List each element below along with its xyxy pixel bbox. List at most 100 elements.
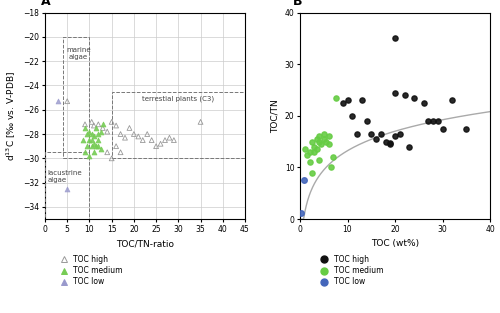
- Point: [83, 131, 91, 136]
- Point: [79, 138, 87, 143]
- Point: [103, 129, 111, 134]
- Point: [99, 122, 107, 127]
- Point: [88, 119, 96, 124]
- Point: [108, 119, 116, 124]
- Point: [166, 135, 173, 140]
- Bar: [45, 152, 90, 219]
- Point: [324, 142, 332, 147]
- Point: [434, 119, 442, 124]
- Point: [420, 100, 428, 105]
- Point: [320, 131, 328, 136]
- Point: [320, 136, 328, 141]
- Point: [96, 146, 104, 151]
- Point: [315, 134, 323, 139]
- Point: [108, 156, 116, 161]
- Point: [94, 144, 102, 149]
- Text: marine
algae: marine algae: [66, 47, 90, 59]
- Point: [148, 138, 156, 143]
- Point: [391, 90, 399, 95]
- Point: [344, 98, 351, 103]
- Point: [126, 126, 134, 131]
- Point: [90, 123, 98, 128]
- Point: [382, 139, 390, 144]
- Point: [116, 131, 124, 136]
- Y-axis label: d$^{13}$C [‰ vs. V-PDB]: d$^{13}$C [‰ vs. V-PDB]: [4, 71, 18, 161]
- Point: [112, 123, 120, 128]
- Point: [315, 157, 323, 162]
- Point: [308, 170, 316, 175]
- Point: [92, 126, 100, 131]
- Point: [429, 119, 437, 124]
- Point: [90, 134, 98, 139]
- Point: [121, 135, 129, 140]
- Point: [63, 186, 71, 191]
- Point: [327, 165, 335, 170]
- Point: [90, 150, 98, 155]
- Point: [391, 134, 399, 139]
- Point: [90, 141, 98, 146]
- Point: [306, 160, 314, 165]
- Point: [358, 98, 366, 103]
- Point: [81, 150, 89, 155]
- Point: [81, 122, 89, 127]
- Text: B: B: [292, 0, 302, 8]
- Point: [88, 138, 96, 143]
- Point: [112, 144, 120, 149]
- Point: [88, 131, 96, 136]
- Point: [362, 119, 370, 124]
- Point: [386, 142, 394, 147]
- Point: [315, 139, 323, 144]
- Point: [372, 136, 380, 141]
- Point: [348, 113, 356, 118]
- Point: [310, 144, 318, 149]
- Point: [300, 178, 308, 183]
- Point: [303, 152, 311, 157]
- Point: [448, 98, 456, 103]
- Point: [86, 138, 94, 143]
- Point: [54, 99, 62, 104]
- Point: [103, 150, 111, 155]
- Point: [324, 134, 332, 139]
- Point: [322, 139, 330, 144]
- Point: [116, 150, 124, 155]
- Point: [424, 119, 432, 124]
- Bar: [112, 91, 245, 158]
- Bar: [63, 37, 90, 158]
- Point: [139, 138, 147, 143]
- Point: [438, 126, 446, 131]
- Point: [312, 147, 320, 152]
- Point: [312, 136, 320, 141]
- Y-axis label: TOC/TN: TOC/TN: [270, 99, 279, 133]
- Point: [386, 140, 394, 145]
- Point: [353, 131, 361, 136]
- Point: [462, 126, 470, 131]
- Text: terrestial plants (C3): terrestial plants (C3): [142, 95, 214, 102]
- Point: [94, 131, 102, 136]
- Point: [308, 139, 316, 144]
- X-axis label: TOC/TN-ratio: TOC/TN-ratio: [116, 239, 174, 248]
- Point: [410, 95, 418, 100]
- Point: [130, 131, 138, 136]
- Point: [391, 36, 399, 41]
- Point: [400, 93, 408, 98]
- Legend: TOC high, TOC medium, TOC low: TOC high, TOC medium, TOC low: [314, 252, 386, 290]
- Point: [332, 95, 340, 100]
- Text: lacustrine
algae: lacustrine algae: [47, 171, 82, 183]
- Point: [156, 141, 164, 146]
- Point: [86, 129, 94, 134]
- Text: A: A: [41, 0, 50, 8]
- Point: [94, 138, 102, 143]
- Point: [329, 155, 337, 160]
- Point: [405, 144, 413, 149]
- Point: [377, 131, 385, 136]
- Point: [86, 153, 94, 158]
- Point: [396, 131, 404, 136]
- X-axis label: TOC (wt%): TOC (wt%): [371, 239, 419, 248]
- Point: [306, 150, 314, 155]
- Point: [318, 142, 326, 147]
- Point: [152, 144, 160, 149]
- Point: [143, 131, 151, 136]
- Point: [301, 147, 309, 152]
- Point: [170, 138, 178, 143]
- Point: [161, 138, 169, 143]
